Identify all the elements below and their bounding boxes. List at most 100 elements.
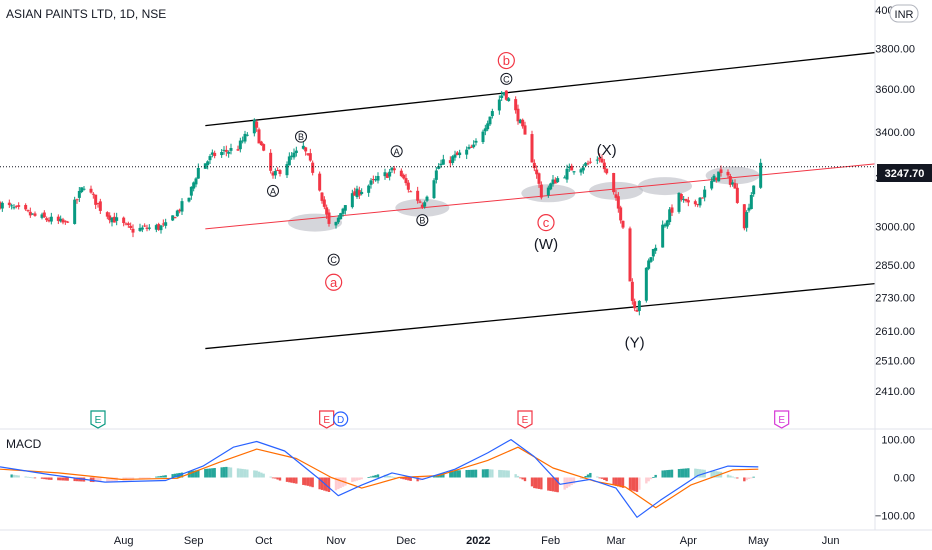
candle bbox=[677, 192, 681, 214]
candle bbox=[206, 160, 210, 170]
candle-body bbox=[178, 209, 182, 212]
candle bbox=[581, 164, 585, 174]
candle bbox=[301, 141, 305, 150]
macd-hist-bar bbox=[698, 469, 702, 478]
candle-body bbox=[682, 199, 686, 201]
macd-hist-bar bbox=[73, 477, 76, 482]
macd-hist-bar bbox=[290, 477, 293, 483]
candle-body bbox=[213, 152, 217, 157]
macd-hist-bar bbox=[449, 470, 452, 478]
candle bbox=[61, 217, 65, 225]
candle-body bbox=[271, 172, 275, 176]
event-marker-text: E bbox=[323, 415, 330, 426]
event-marker-text: E bbox=[522, 415, 529, 426]
wave-circle bbox=[267, 184, 279, 197]
candle bbox=[714, 177, 718, 183]
wave-label-a: A bbox=[267, 184, 279, 197]
macd-hist-bar bbox=[537, 477, 541, 489]
candle bbox=[579, 167, 583, 176]
macd-hist-bar bbox=[141, 477, 144, 479]
candle bbox=[749, 192, 753, 210]
wave-label-b: B bbox=[416, 214, 429, 227]
candle bbox=[488, 116, 492, 126]
candle-series bbox=[0, 90, 763, 316]
candle bbox=[10, 203, 14, 210]
event-marker-e[interactable]: E bbox=[517, 410, 533, 429]
event-marker-e[interactable]: E bbox=[90, 410, 106, 429]
time-tick-label: Aug bbox=[114, 535, 134, 547]
macd-hist-bar bbox=[652, 477, 655, 478]
candle bbox=[196, 163, 200, 179]
event-marker-e[interactable]: E bbox=[319, 410, 335, 429]
candle bbox=[273, 168, 277, 179]
candle bbox=[122, 216, 126, 227]
candle bbox=[425, 195, 429, 203]
candle-body bbox=[220, 152, 224, 156]
macd-hist-bar bbox=[680, 468, 683, 478]
macd-hist-bar bbox=[66, 477, 69, 481]
candle-body bbox=[241, 140, 245, 142]
candle-body bbox=[311, 162, 315, 173]
candle-body bbox=[612, 172, 616, 193]
price-axis[interactable]: 4000.003800.003600.003400.003200.003000.… bbox=[0, 0, 932, 531]
candle-body bbox=[616, 196, 620, 209]
candle bbox=[189, 186, 193, 200]
macd-hist-bar bbox=[614, 477, 618, 486]
candle-body bbox=[693, 201, 697, 205]
price-tick-label: 2730.00 bbox=[875, 292, 915, 304]
candle-body bbox=[7, 202, 11, 206]
candle bbox=[726, 169, 730, 179]
candle-body bbox=[180, 201, 184, 212]
candle-body bbox=[77, 190, 81, 198]
macd-hist-bar bbox=[138, 477, 142, 480]
candle bbox=[500, 91, 504, 101]
candle-body bbox=[369, 180, 373, 185]
candle-body bbox=[553, 179, 557, 184]
wave-text: (Y) bbox=[625, 335, 645, 352]
candle-body bbox=[371, 178, 375, 180]
candle-body bbox=[523, 125, 527, 135]
candle bbox=[556, 176, 560, 184]
candle-body bbox=[42, 212, 46, 218]
candle-body bbox=[285, 164, 289, 176]
macd-hist-bar bbox=[64, 477, 67, 481]
macd-hist-bar bbox=[229, 467, 233, 478]
time-axis[interactable]: Aug Sep Oct Nov Dec 2022 Feb Mar Apr May Jun bbox=[114, 535, 840, 547]
macd-hist-bar bbox=[309, 477, 312, 487]
macd-hist-bar bbox=[400, 477, 403, 479]
macd-hist-bar bbox=[500, 470, 503, 478]
candle bbox=[465, 146, 469, 160]
macd-hist-bar bbox=[470, 469, 473, 478]
candle-body bbox=[161, 223, 165, 225]
candle bbox=[173, 216, 177, 219]
candle-body bbox=[390, 167, 394, 171]
candle bbox=[670, 204, 674, 216]
candle bbox=[140, 225, 144, 233]
candle-body bbox=[731, 182, 735, 185]
candle bbox=[474, 138, 478, 146]
candle-body bbox=[654, 247, 658, 251]
candle bbox=[696, 203, 700, 208]
candle-body bbox=[82, 188, 86, 190]
candle-body bbox=[399, 170, 403, 177]
candle-body bbox=[208, 156, 212, 161]
candle-body bbox=[539, 184, 543, 198]
candle-body bbox=[26, 210, 30, 212]
event-marker-e[interactable]: E bbox=[774, 410, 790, 429]
candle-body bbox=[14, 205, 18, 207]
currency-badge[interactable]: INR bbox=[889, 4, 919, 23]
macd-hist-bar bbox=[472, 469, 475, 478]
macd-hist-bar bbox=[96, 477, 100, 482]
candle bbox=[26, 209, 30, 213]
macd-hist-bar bbox=[453, 470, 457, 478]
candle-body bbox=[229, 148, 233, 151]
event-marker-d[interactable]: D bbox=[333, 411, 349, 427]
candle-body bbox=[416, 190, 420, 201]
candle bbox=[252, 118, 256, 137]
candle-body bbox=[105, 212, 109, 217]
candle bbox=[710, 177, 714, 191]
candle-body bbox=[203, 163, 207, 169]
candle-body bbox=[259, 141, 263, 146]
